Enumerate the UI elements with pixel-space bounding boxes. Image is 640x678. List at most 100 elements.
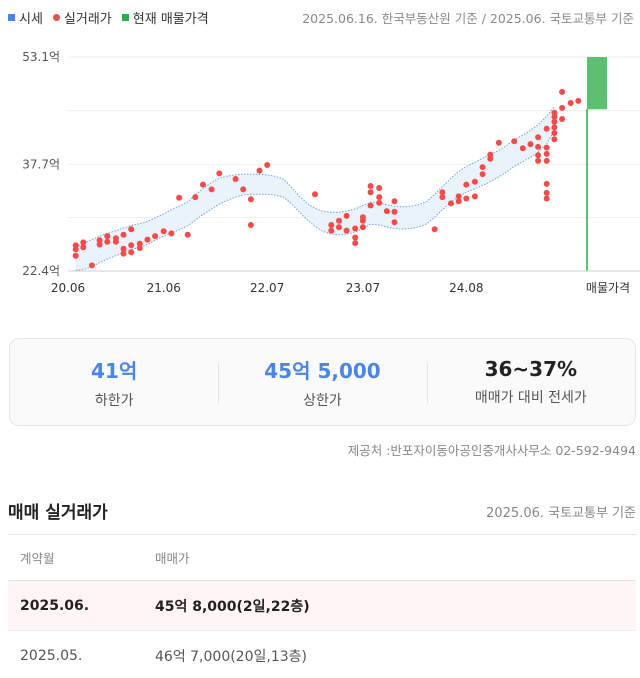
transaction-dot [72, 252, 79, 259]
transaction-dot [559, 116, 566, 122]
transaction-dot [567, 100, 574, 106]
price-band-upper [75, 106, 555, 248]
deals-table-header: 계약월 매매가 [8, 535, 636, 581]
transaction-dot [543, 144, 550, 151]
transaction-dot [535, 157, 542, 164]
chart-legend: 시세 실거래가 현재 매물가격 [8, 8, 209, 27]
transaction-dot [120, 231, 127, 238]
transaction-dot [543, 150, 550, 157]
transaction-dot [128, 226, 135, 233]
transaction-dot [80, 239, 87, 246]
transaction-dot [383, 208, 390, 215]
stat-upper-price-value: 45억 5,000 [264, 358, 381, 383]
x-tick-label: 21.06 [147, 281, 181, 295]
transaction-dot [136, 240, 143, 247]
transaction-dot [96, 237, 103, 244]
transaction-dot [200, 181, 206, 188]
transaction-dot [471, 178, 478, 185]
chart-axes: 53.1억 37.7억 22.4억 20.06 21.06 22.07 23.07 24.08… [22, 50, 640, 295]
transaction-dot [176, 194, 183, 201]
deals-title: 매매 실거래가 [8, 503, 108, 523]
transaction-dot [192, 194, 199, 201]
transaction-dot [72, 242, 79, 249]
transaction-dot [232, 176, 239, 182]
transaction-dot [391, 208, 398, 215]
transaction-dots-layer [72, 88, 582, 269]
transaction-dot [367, 202, 374, 209]
column-sale-price: 매매가 [155, 551, 190, 566]
transaction-dot [463, 181, 470, 188]
stat-lower-price-label: 하한가 [94, 392, 134, 409]
transaction-dot [559, 88, 566, 95]
stat-jeonse-ratio: 36~37% 매매가 대비 전세가 [426, 339, 635, 425]
transaction-dot [431, 226, 438, 233]
transaction-dot [352, 234, 359, 241]
x-tick-label: 20.06 [51, 281, 85, 295]
legend-item-price[interactable]: 시세 [8, 8, 43, 27]
y-tick-label: 37.7억 [22, 157, 60, 171]
transaction-dot [391, 198, 398, 205]
transaction-dot [144, 236, 151, 243]
transaction-dot [80, 244, 87, 251]
transaction-dot [535, 143, 542, 150]
transaction-dot [312, 191, 318, 198]
transaction-dot [208, 186, 215, 193]
transaction-dot [543, 157, 550, 164]
transaction-dot [136, 245, 143, 251]
price-band-area [75, 106, 555, 271]
transaction-dot [551, 109, 558, 116]
legend-label-listing: 현재 매물가격 [132, 12, 209, 27]
transaction-dot [120, 245, 127, 252]
transaction-dot [463, 195, 470, 202]
x-tick-label: 매물가격 [586, 281, 630, 295]
transaction-dot [72, 246, 79, 253]
column-contract-month: 계약월 [20, 551, 55, 566]
deals-source: 2025.06. 국토교통부 기준 [486, 506, 636, 521]
transaction-dot [527, 141, 534, 148]
transaction-dot [471, 193, 478, 200]
transaction-dot [184, 231, 191, 238]
transaction-swatch-icon [52, 14, 60, 21]
stat-lower-price: 41억 하한가 [10, 339, 218, 425]
listing-stats-card: 41억 하한가 45억 5,000 상한가 36~37% 매매가 대비 전세가 [9, 338, 636, 426]
transaction-dot [367, 189, 374, 196]
chart-source: 2025.06.16. 한국부동산원 기준 / 2025.06. 국토교통부 기… [302, 11, 634, 26]
transaction-dot [328, 227, 335, 234]
table-row[interactable]: 2025.05. 46억 7,000(20일,13층) [8, 631, 636, 678]
legend-item-transactions[interactable]: 실거래가 [52, 8, 112, 27]
transaction-dot [455, 198, 462, 205]
transaction-dot [551, 113, 558, 120]
transaction-dot [376, 185, 383, 191]
transaction-dot [120, 250, 127, 257]
transaction-dot [575, 97, 582, 104]
listing-layer [586, 57, 607, 271]
row-month: 2025.05. [20, 647, 83, 664]
transaction-dot [328, 222, 335, 228]
transaction-dot [168, 230, 175, 237]
transaction-dot [336, 224, 342, 231]
legend-label-price: 시세 [19, 12, 43, 27]
legend-label-transactions: 실거래가 [63, 12, 112, 27]
transaction-dot [455, 193, 462, 200]
transaction-dot [448, 200, 454, 207]
transaction-dot [495, 139, 502, 146]
row-price: 45억 8,000(2일,22층) [155, 598, 310, 615]
stat-upper-price-label: 상한가 [303, 392, 342, 409]
price-band-lower [75, 129, 555, 271]
legend-item-listing[interactable]: 현재 매물가격 [121, 8, 209, 27]
transaction-dot [352, 240, 359, 247]
provider-info: 제공처 :반포자이동아공인중개사사무소 02-592-9494 [347, 443, 636, 458]
transaction-dot [439, 194, 446, 201]
transaction-dot [535, 134, 542, 141]
transaction-dot [543, 180, 550, 187]
row-month: 2025.06. [20, 597, 90, 614]
stat-upper-price: 45억 5,000 상한가 [218, 339, 426, 425]
transaction-dot [367, 183, 374, 189]
transaction-dot [128, 242, 135, 249]
transaction-dot [487, 151, 494, 158]
transaction-dot [439, 189, 446, 196]
y-tick-label: 22.4억 [22, 264, 60, 278]
transaction-dot [343, 212, 350, 219]
transaction-dot [96, 241, 103, 248]
table-row[interactable]: 2025.06. 45억 8,000(2일,22층) [8, 581, 636, 631]
